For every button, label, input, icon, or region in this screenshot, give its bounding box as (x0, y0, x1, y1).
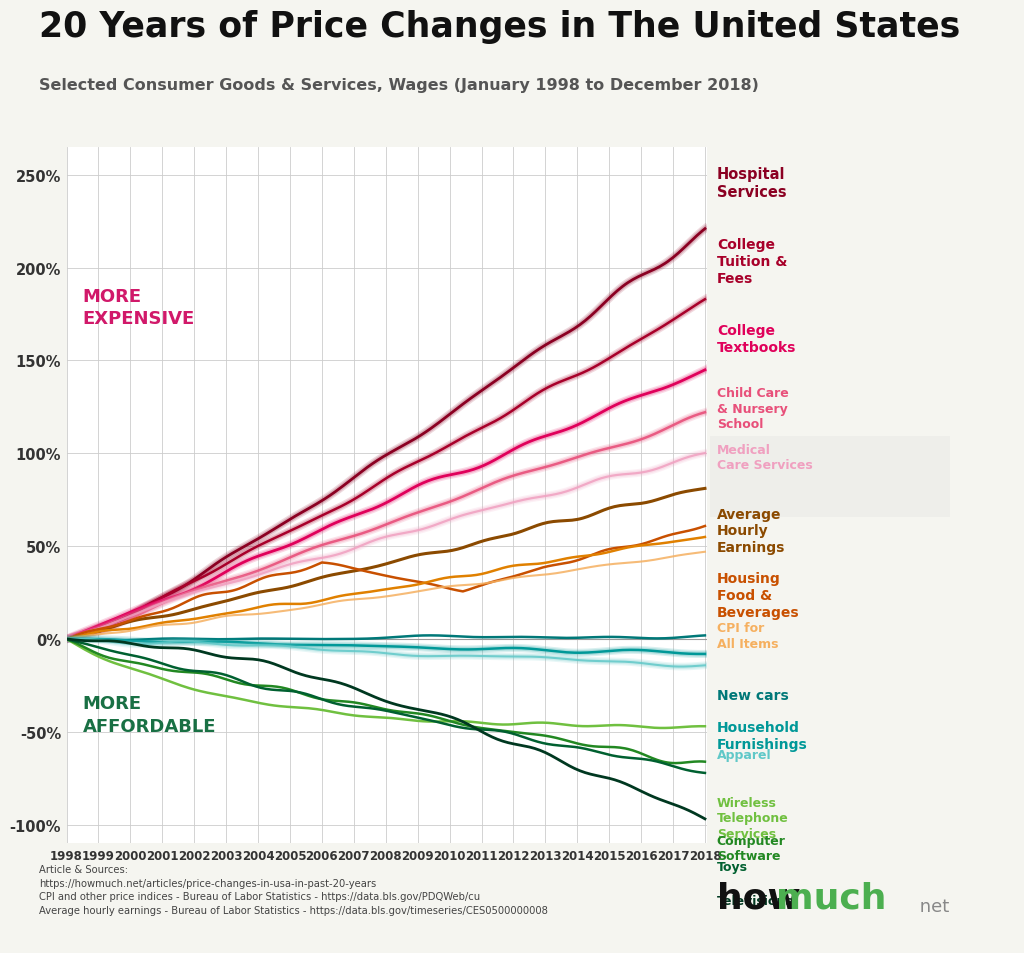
Text: Televisions: Televisions (717, 894, 794, 907)
Text: much: much (776, 881, 887, 915)
Text: Wireless
Telephone
Services: Wireless Telephone Services (717, 796, 788, 840)
Text: Selected Consumer Goods & Services, Wages (January 1998 to December 2018): Selected Consumer Goods & Services, Wage… (39, 78, 759, 93)
Text: College
Tuition &
Fees: College Tuition & Fees (717, 238, 787, 286)
Text: CPI for
All Items: CPI for All Items (717, 621, 778, 650)
Text: MORE
AFFORDABLE: MORE AFFORDABLE (83, 695, 216, 735)
Text: Household
Furnishings: Household Furnishings (717, 720, 808, 751)
Text: New cars: New cars (717, 688, 788, 702)
Text: how: how (717, 881, 801, 915)
Text: Article & Sources:
https://howmuch.net/articles/price-changes-in-usa-in-past-20-: Article & Sources: https://howmuch.net/a… (39, 864, 548, 915)
Text: College
Textbooks: College Textbooks (717, 324, 797, 355)
Text: Apparel: Apparel (717, 748, 771, 761)
Text: net: net (914, 897, 949, 915)
Text: MORE
EXPENSIVE: MORE EXPENSIVE (83, 288, 195, 328)
Text: 20 Years of Price Changes in The United States: 20 Years of Price Changes in The United … (39, 10, 961, 44)
Text: Computer
Software: Computer Software (717, 834, 785, 862)
Text: Average
Hourly
Earnings: Average Hourly Earnings (717, 507, 785, 555)
Text: Toys: Toys (717, 861, 748, 874)
Text: Child Care
& Nursery
School: Child Care & Nursery School (717, 387, 788, 431)
Text: Hospital
Services: Hospital Services (717, 167, 786, 200)
Text: Medical
Care Services: Medical Care Services (717, 443, 813, 472)
Text: Housing
Food &
Beverages: Housing Food & Beverages (717, 572, 800, 619)
